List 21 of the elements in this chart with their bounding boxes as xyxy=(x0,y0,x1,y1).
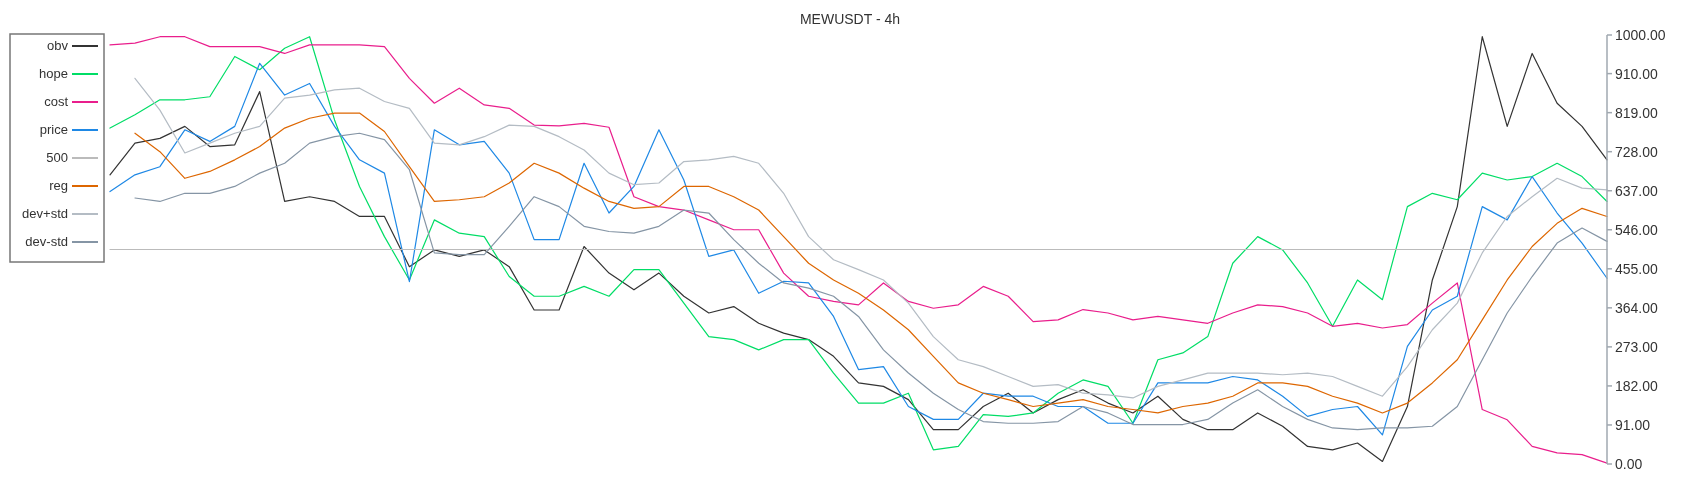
legend-label: hope xyxy=(39,66,68,81)
y-tick-label: 546.00 xyxy=(1615,221,1659,238)
legend-label: cost xyxy=(44,94,69,109)
y-tick-label: 273.00 xyxy=(1615,338,1659,355)
y-tick-label: 91.00 xyxy=(1615,416,1651,433)
y-tick-label: 728.00 xyxy=(1615,143,1659,160)
legend-label: dev+std xyxy=(22,206,68,221)
legend-label: dev-std xyxy=(25,234,68,249)
legend-label: price xyxy=(39,122,68,137)
y-tick-label: 637.00 xyxy=(1615,182,1659,199)
y-tick-label: 910.00 xyxy=(1615,65,1659,82)
y-tick-label: 819.00 xyxy=(1615,104,1659,121)
y-tick-label: 455.00 xyxy=(1615,260,1659,277)
y-tick-label: 1000.00 xyxy=(1615,26,1666,43)
chart-title: MEWUSDT - 4h xyxy=(799,11,901,27)
legend-label: reg xyxy=(49,178,68,193)
y-tick-label: 0.00 xyxy=(1615,455,1643,472)
y-tick-label: 364.00 xyxy=(1615,299,1659,316)
y-tick-label: 182.00 xyxy=(1615,377,1659,394)
legend-label: 500 xyxy=(46,150,68,165)
legend-label: obv xyxy=(47,38,69,53)
